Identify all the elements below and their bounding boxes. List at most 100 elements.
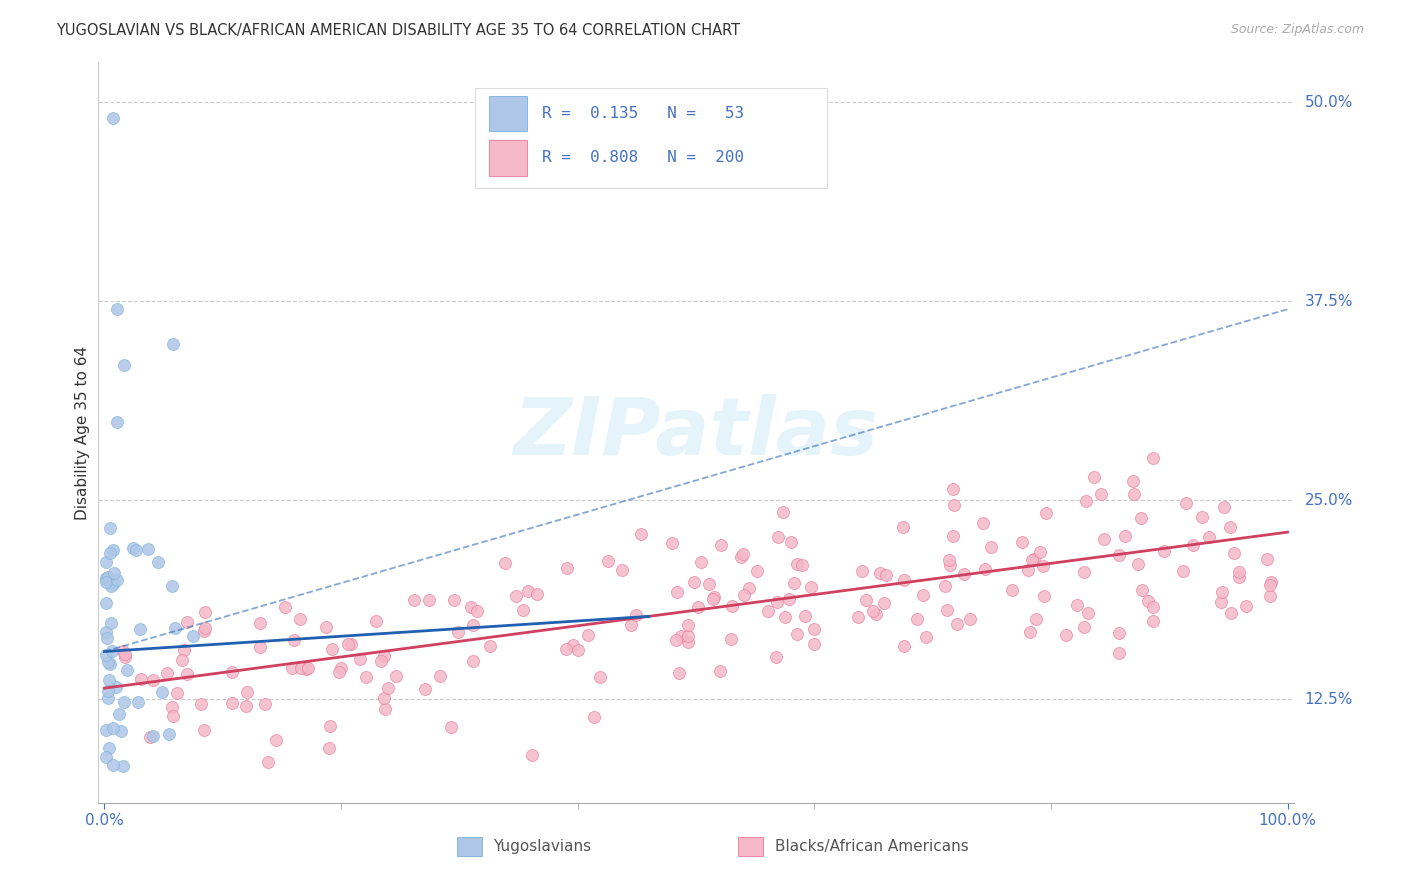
Point xyxy=(582,710,605,724)
Point xyxy=(194,621,217,635)
Point xyxy=(893,639,915,653)
Point xyxy=(682,575,704,590)
Point xyxy=(1234,599,1257,614)
Point xyxy=(942,498,965,512)
Point xyxy=(1083,469,1105,483)
Point xyxy=(1258,589,1281,603)
Text: Blacks/African Americans: Blacks/African Americans xyxy=(775,839,969,854)
Point xyxy=(1220,607,1243,621)
Point xyxy=(366,614,388,628)
Point xyxy=(803,622,825,636)
Point xyxy=(94,749,117,764)
Point xyxy=(792,558,814,573)
Point xyxy=(101,576,124,591)
Point xyxy=(686,599,709,614)
Point xyxy=(1171,565,1194,579)
Point xyxy=(773,609,796,624)
Point xyxy=(370,654,392,668)
Point xyxy=(596,554,619,568)
Point xyxy=(765,595,787,609)
Point xyxy=(162,709,184,723)
Point xyxy=(114,358,136,372)
Text: R =  0.808   N =  200: R = 0.808 N = 200 xyxy=(541,151,744,165)
Point xyxy=(1011,535,1033,549)
Point xyxy=(157,727,180,741)
Point xyxy=(94,572,117,586)
Text: Source: ZipAtlas.com: Source: ZipAtlas.com xyxy=(1230,23,1364,37)
Point xyxy=(745,565,768,579)
Point xyxy=(1025,611,1047,625)
FancyBboxPatch shape xyxy=(475,88,827,188)
Point xyxy=(136,541,159,556)
Point xyxy=(105,415,128,429)
Point xyxy=(110,723,132,738)
Point xyxy=(938,553,960,567)
Point xyxy=(101,643,124,657)
Point xyxy=(297,660,319,674)
Point xyxy=(1198,530,1220,544)
Point xyxy=(105,302,128,317)
Point xyxy=(851,565,873,579)
Point xyxy=(100,579,122,593)
Point xyxy=(710,538,733,552)
Point xyxy=(576,628,599,642)
Point xyxy=(676,617,699,632)
Point xyxy=(319,719,342,733)
Point xyxy=(281,661,304,675)
Point xyxy=(1211,595,1233,609)
Point xyxy=(108,706,131,721)
Point xyxy=(768,530,790,544)
Point xyxy=(429,669,451,683)
Bar xyxy=(489,95,527,131)
Point xyxy=(173,643,195,657)
Point xyxy=(479,639,502,653)
Point xyxy=(165,621,187,635)
Point xyxy=(103,566,125,580)
Point xyxy=(253,697,276,711)
Point xyxy=(160,700,183,714)
Point xyxy=(349,652,371,666)
Point xyxy=(905,613,928,627)
Point xyxy=(377,681,399,695)
Point xyxy=(661,536,683,550)
Text: 12.5%: 12.5% xyxy=(1305,692,1353,706)
Point xyxy=(125,542,148,557)
Point xyxy=(709,664,731,678)
Point xyxy=(446,624,468,639)
Point xyxy=(936,602,959,616)
Point xyxy=(699,577,721,591)
Point xyxy=(765,649,787,664)
Point xyxy=(413,682,436,697)
Point xyxy=(236,685,259,699)
Point xyxy=(465,604,488,618)
Point xyxy=(142,673,165,687)
Point xyxy=(129,673,152,687)
Point xyxy=(942,482,965,496)
Point xyxy=(980,540,1002,554)
Point xyxy=(461,654,484,668)
Point xyxy=(443,592,465,607)
Point xyxy=(668,666,690,681)
Point xyxy=(1256,552,1278,566)
Text: 25.0%: 25.0% xyxy=(1305,492,1353,508)
Point xyxy=(1033,589,1056,603)
Point xyxy=(803,637,825,651)
Point xyxy=(1227,570,1250,584)
Point xyxy=(404,593,426,607)
Point xyxy=(146,555,169,569)
Point xyxy=(1001,582,1024,597)
Point xyxy=(160,579,183,593)
Point xyxy=(846,610,869,624)
Point xyxy=(111,644,134,658)
Point xyxy=(945,616,967,631)
Point xyxy=(249,615,271,630)
Point xyxy=(526,587,548,601)
Point xyxy=(330,661,353,675)
Point xyxy=(97,656,120,670)
Point xyxy=(676,635,699,649)
Point xyxy=(720,632,742,646)
Point xyxy=(96,575,118,590)
Point xyxy=(783,576,806,591)
Point xyxy=(869,566,891,580)
Point xyxy=(1032,559,1054,574)
